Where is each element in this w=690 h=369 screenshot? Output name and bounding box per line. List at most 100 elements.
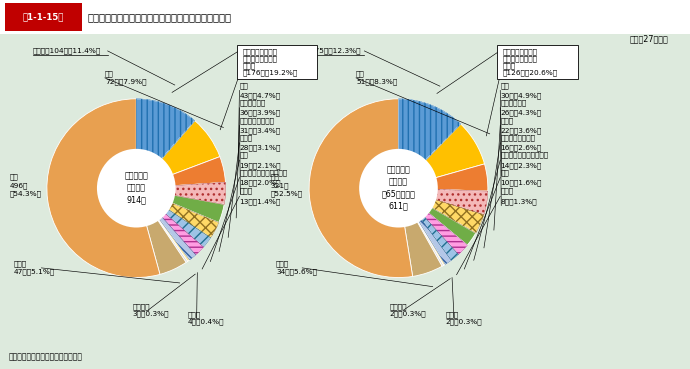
Text: 繊維類: 繊維類 [500,117,513,124]
Text: 天ぷら油: 天ぷら油 [132,303,150,310]
Text: 19人（2.1%）: 19人（2.1%） [239,162,281,169]
Text: 176人（19.2%）: 176人（19.2%） [242,69,297,76]
Wedge shape [398,124,484,188]
Text: カーテン・じゅうたん類: カーテン・じゅうたん類 [239,169,288,176]
Text: 不明: 不明 [270,174,279,180]
FancyBboxPatch shape [497,45,578,79]
FancyBboxPatch shape [237,45,317,79]
Text: 屑類: 屑類 [500,82,509,89]
Text: よる死者: よる死者 [127,184,146,193]
Text: ガソリン・灯油類: ガソリン・灯油類 [239,117,275,124]
Text: 8人（1.3%）: 8人（1.3%） [500,198,537,205]
Text: 10人（1.6%）: 10人（1.6%） [500,179,542,186]
Wedge shape [398,188,458,260]
Text: 31人（3.4%）: 31人（3.4%） [239,127,281,134]
Text: 寝具類　104人（11.4%）: 寝具類 104人（11.4%） [33,48,101,54]
Wedge shape [398,188,442,276]
Text: ガソリン・灯油類: ガソリン・灯油類 [500,134,535,141]
Text: 14人（2.3%）: 14人（2.3%） [500,162,542,169]
Wedge shape [136,188,190,261]
Text: 不明: 不明 [10,174,19,180]
Text: 2人（0.3%）: 2人（0.3%） [446,318,482,325]
Wedge shape [136,188,219,238]
Wedge shape [47,99,160,277]
Wedge shape [136,182,226,204]
Circle shape [359,149,437,228]
Text: （52.5%）: （52.5%） [270,190,303,197]
Text: 4人（0.4%）: 4人（0.4%） [188,318,224,325]
Text: 28人（3.1%）: 28人（3.1%） [239,145,281,151]
Text: 衣類: 衣類 [105,70,114,77]
Text: 衣類: 衣類 [356,70,365,77]
Wedge shape [136,188,204,255]
Text: 内装・建具類: 内装・建具類 [500,99,526,106]
Wedge shape [136,188,186,275]
Text: 寝具類　75人（12.3%）: 寝具類 75人（12.3%） [298,48,362,54]
Wedge shape [398,188,451,264]
Text: 住宅火災の着火物別死者数（放火自殺者等を除く。）: 住宅火災の着火物別死者数（放火自殺者等を除く。） [88,12,232,22]
Text: 321人: 321人 [270,182,289,189]
Wedge shape [136,121,220,188]
Text: 2人（0.3%）: 2人（0.3%） [390,310,426,317]
Text: る死者: る死者 [503,62,516,69]
Text: る死者: る死者 [242,62,255,69]
Text: 家具類: 家具類 [500,188,513,194]
Text: 寝具類及び衣類に: 寝具類及び衣類に [242,48,277,55]
Text: 22人（3.6%）: 22人（3.6%） [500,127,542,134]
Wedge shape [136,99,195,188]
Text: よる死者: よる死者 [389,177,408,187]
Text: ガス類: ガス類 [188,311,201,318]
Text: 16人（2.6%）: 16人（2.6%） [500,145,542,151]
Text: 屑類: 屑類 [239,82,248,89]
Text: 着火した火災によ: 着火した火災によ [503,55,538,62]
Text: 72人（7.9%）: 72人（7.9%） [105,79,146,85]
Text: （65歳以上）: （65歳以上） [382,190,415,199]
Circle shape [97,149,175,228]
Wedge shape [398,188,484,233]
Text: 住宅火災に: 住宅火災に [124,172,148,180]
Wedge shape [309,99,413,277]
Text: 47人（5.1%）: 47人（5.1%） [14,269,55,275]
Text: その他: その他 [14,261,27,267]
Text: 36人（3.9%）: 36人（3.9%） [239,110,281,116]
Text: 126人（20.6%）: 126人（20.6%） [503,69,558,76]
Text: 914人: 914人 [126,196,146,205]
Wedge shape [136,188,188,262]
Text: 496人: 496人 [10,182,28,189]
Wedge shape [136,188,224,223]
Wedge shape [398,164,488,191]
Wedge shape [398,188,444,266]
Text: 43人（4.7%）: 43人（4.7%） [239,92,281,99]
Text: 13人（1.4%）: 13人（1.4%） [239,198,281,205]
Wedge shape [398,188,475,245]
Text: 着火した火災によ: 着火した火災によ [242,55,277,62]
Text: 18人（2.0%）: 18人（2.0%） [239,179,281,186]
Wedge shape [398,99,461,188]
Wedge shape [398,188,488,215]
Text: 天ぷら油: 天ぷら油 [390,303,407,310]
Text: 51人（8.3%）: 51人（8.3%） [356,79,397,85]
Text: 26人（4.3%）: 26人（4.3%） [500,110,542,116]
Text: 第1-1-15図: 第1-1-15図 [23,13,64,21]
Wedge shape [398,188,445,265]
Wedge shape [136,188,210,247]
Wedge shape [136,188,196,260]
Text: 30人（4.9%）: 30人（4.9%） [500,92,542,99]
Text: カーテン・じゅうたん類: カーテン・じゅうたん類 [500,152,549,158]
Text: （54.3%）: （54.3%） [10,190,41,197]
Text: ガス類: ガス類 [446,311,459,318]
Wedge shape [136,156,226,188]
Text: 住宅火災に: 住宅火災に [386,166,411,175]
Text: 紙類: 紙類 [239,152,248,158]
Text: 3人（0.3%）: 3人（0.3%） [132,310,169,317]
Text: 寝具類及び衣類に: 寝具類及び衣類に [503,48,538,55]
Text: 繊維類: 繊維類 [239,134,253,141]
Wedge shape [398,188,467,255]
Text: 紙類: 紙類 [500,169,509,176]
Text: 34人（5.6%）: 34人（5.6%） [276,269,317,275]
Text: 家具類: 家具類 [239,188,253,194]
Text: （平成27年中）: （平成27年中） [629,35,668,44]
Text: 611人: 611人 [388,202,408,211]
Text: （備考）　「火災報告」により作成: （備考） 「火災報告」により作成 [8,352,82,361]
Text: 内装・建具類: 内装・建具類 [239,99,266,106]
